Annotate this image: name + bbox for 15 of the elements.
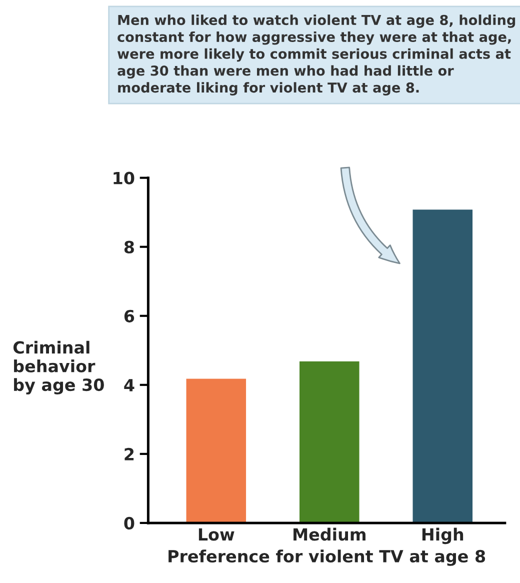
bar: [184, 377, 248, 523]
text: Men who liked to watch violent TV at age 8, holding constant for how aggressive they were at that age, were more likely to commit serious criminal acts at age 30 than were men who had had little or moderate liking for violent TV at age 8.: [117, 14, 516, 96]
bar: [411, 208, 474, 523]
y-tick-label: 8: [124, 240, 134, 254]
y-tick-label: 2: [124, 448, 134, 460]
y-tick-label: 4: [124, 379, 134, 392]
y-tick-label: 6: [124, 310, 134, 322]
x-axis-title: Preference for violent TV at age 8: [168, 550, 486, 566]
bar: [298, 360, 361, 523]
y-tick-label: 0: [124, 516, 134, 530]
x-tick-label: Medium: [294, 528, 366, 541]
x-tick-label: Low: [198, 528, 234, 541]
y-tick-label: 10: [114, 172, 134, 184]
y-axis-title: Criminal behavior by age 30: [13, 340, 104, 394]
x-tick-label: High: [422, 528, 464, 544]
